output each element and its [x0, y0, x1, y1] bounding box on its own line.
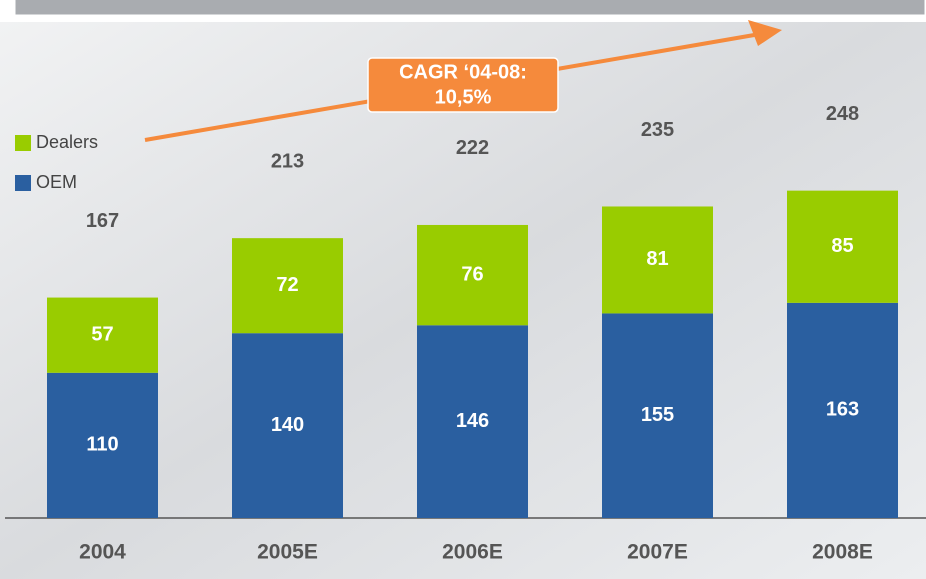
value-label: 110 — [86, 434, 118, 456]
value-label: 81 — [646, 248, 668, 270]
annotation: 10,5% — [435, 86, 492, 108]
bar-segment — [417, 224, 528, 326]
bar-segment — [787, 190, 898, 303]
legend-label: Dealers — [36, 132, 98, 152]
x-tick-label: 2007E — [627, 541, 688, 564]
annotation: CAGR ‘04-08: — [399, 61, 527, 83]
value-label: 72 — [276, 274, 298, 296]
legend-label: OEM — [36, 172, 77, 192]
value-label: 85 — [831, 235, 853, 257]
arrow-head — [748, 20, 782, 46]
bar-segment — [602, 313, 713, 518]
title-bar — [12, 0, 926, 18]
x-tick-label: 2004 — [79, 541, 126, 564]
value-label: 76 — [461, 263, 483, 285]
bar-segment — [47, 297, 158, 373]
cagr-box — [367, 57, 559, 113]
total-label: 235 — [641, 119, 674, 141]
total-label: 213 — [271, 150, 304, 172]
value-label: 155 — [641, 404, 674, 426]
x-tick-label: 2006E — [442, 541, 503, 564]
legend-swatch — [15, 175, 31, 191]
bar-segment — [787, 302, 898, 518]
bar-segment — [602, 206, 713, 314]
value-label: 140 — [271, 414, 304, 436]
total-label: 222 — [456, 137, 489, 159]
value-label: 163 — [826, 399, 859, 421]
bar-segment — [232, 238, 343, 334]
bar-segment — [232, 333, 343, 518]
value-label: 57 — [91, 323, 113, 345]
total-label: 248 — [826, 103, 859, 125]
bar-segment — [417, 325, 528, 518]
value-label: 146 — [456, 410, 489, 432]
legend-swatch — [15, 135, 31, 151]
x-tick-label: 2008E — [812, 541, 873, 564]
total-label: 167 — [86, 210, 119, 232]
bar-segment — [47, 372, 158, 518]
x-tick-label: 2005E — [257, 541, 318, 564]
